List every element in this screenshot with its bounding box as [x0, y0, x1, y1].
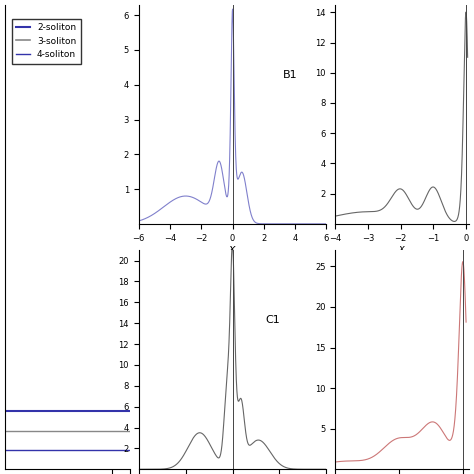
Legend: 2-soliton, 3-soliton, 4-soliton: 2-soliton, 3-soliton, 4-soliton [12, 18, 81, 64]
X-axis label: $x$: $x$ [228, 244, 237, 254]
Text: B1: B1 [283, 70, 297, 80]
X-axis label: $x$: $x$ [398, 244, 406, 254]
Text: C1: C1 [265, 315, 280, 325]
